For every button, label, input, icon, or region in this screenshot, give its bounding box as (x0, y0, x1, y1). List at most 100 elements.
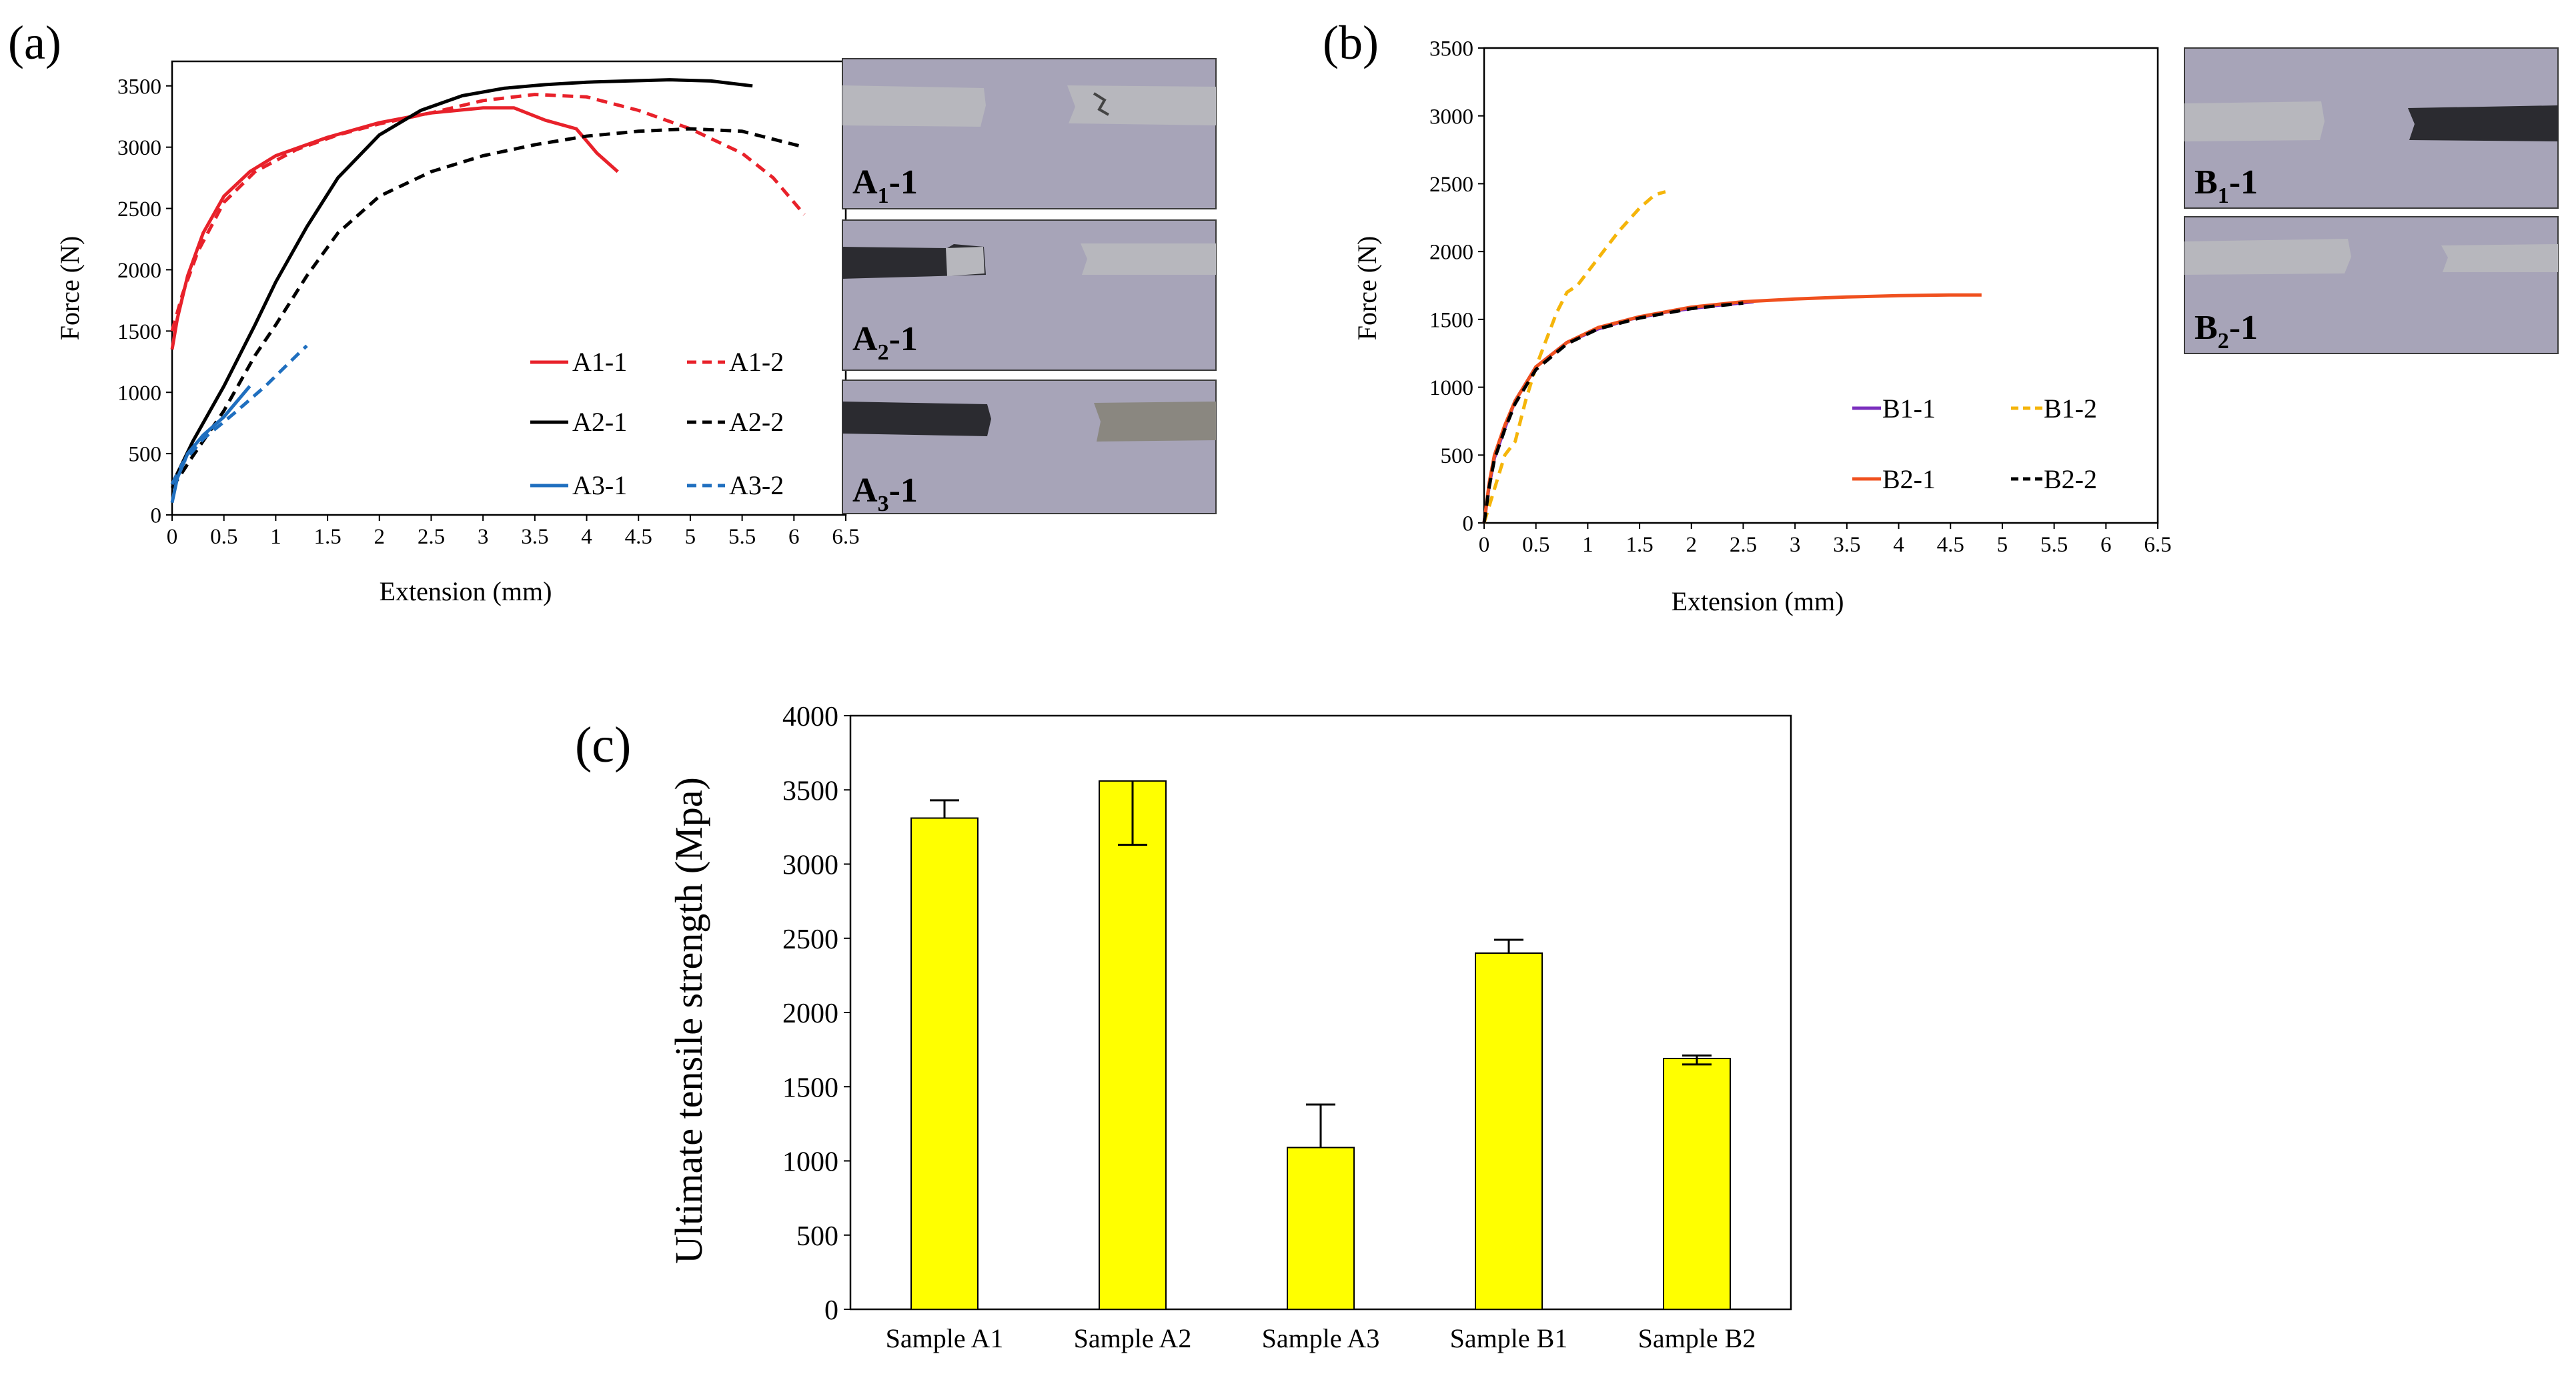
svg-text:A2-1: A2-1 (572, 407, 627, 437)
panel-a-x-axis-label: Extension (mm) (380, 576, 552, 606)
legend-item-a1-1: A1-1 (530, 347, 627, 377)
panel-a-y-tick-label: 1000 (117, 382, 161, 406)
photo-b2-1-label: B2-1 (2194, 309, 2258, 354)
panel-c-y-tick-label: 4000 (782, 702, 838, 732)
panel-b: (b) 0 0.5 1 1.5 2 2.5 3 3.5 4 4.5 5 5.5 6 6.5 0 500 100… (1323, 16, 2559, 616)
panel-b-series (1482, 190, 1982, 524)
panel-b-x-tick-label: 6.5 (2144, 533, 2171, 557)
series-line-a2-2 (170, 127, 805, 489)
panel-b-x-tick-label: 2 (1686, 533, 1698, 557)
series-line-b1-1 (1482, 299, 1754, 524)
panel-a-x-tick-label: 2.5 (418, 525, 445, 549)
panel-b-label: (b) (1323, 16, 1379, 69)
legend-item-a2-2: A2-2 (687, 407, 784, 437)
bar-sample-b1 (1475, 952, 1543, 1310)
panel-a-y-tick-label: 2000 (117, 259, 161, 283)
bar-sample-a1 (910, 817, 979, 1310)
panel-b-y-axis-label: Force (N) (1352, 236, 1382, 341)
photo-b1-1-label: B1-1 (2194, 163, 2258, 208)
panel-b-x-ticks: 0 0.5 1 1.5 2 2.5 3 3.5 4 4.5 5 5.5 6 6.5 (1479, 523, 2172, 557)
svg-text:A1-2: A1-2 (729, 347, 784, 377)
panel-a-x-tick-label: 5 (685, 525, 696, 549)
panel-b-plot-frame (1483, 47, 2159, 524)
photo-a2-1-label: A2-1 (852, 320, 918, 365)
panel-b-x-tick-label: 0 (1479, 533, 1490, 557)
svg-text:B1-2: B1-2 (2044, 394, 2097, 424)
legend-item-b1-1: B1-1 (1852, 394, 1936, 424)
panel-c-y-tick-label: 2500 (782, 924, 838, 955)
svg-text:B2-1: B2-1 (1882, 464, 1936, 494)
svg-text:A1-1: A1-1 (572, 347, 627, 377)
photo-a3-1: A3-1 (842, 380, 1217, 516)
photo-b1-1: B1-1 (2184, 47, 2559, 209)
series-line-a3-1 (170, 385, 251, 504)
bar-sample-a2 (1099, 780, 1167, 1310)
panel-b-x-tick-label: 0.5 (1522, 533, 1549, 557)
panel-a-y-tick-label: 2500 (117, 197, 161, 221)
legend-item-a2-1: A2-1 (530, 407, 627, 437)
panel-b-x-tick-label: 3.5 (1833, 533, 1860, 557)
svg-text:A3-2: A3-2 (729, 470, 784, 500)
panel-a-x-tick-label: 3.5 (521, 525, 548, 549)
legend-item-b2-2: B2-2 (2011, 464, 2097, 494)
panel-a-x-tick-label: 4 (581, 525, 592, 549)
panel-c-x-tick-label: Sample B2 (1638, 1323, 1756, 1353)
panel-c-y-tick-label: 0 (824, 1295, 838, 1326)
panel-b-x-tick-label: 1.5 (1626, 533, 1653, 557)
panel-a-y-ticks: 0 500 1000 1500 2000 2500 3000 3500 (117, 75, 172, 528)
panel-c-label: (c) (575, 717, 631, 773)
panel-b-y-tick-label: 3500 (1429, 37, 1473, 61)
panel-a-y-axis-label: Force (N) (55, 236, 85, 341)
series-line-a3-2 (170, 344, 308, 486)
panel-a-y-tick-label: 3500 (117, 75, 161, 99)
panel-a-x-tick-label: 1 (270, 525, 281, 549)
panel-c-y-ticks: 0 500 1000 1500 2000 2500 3000 3500 4000 (782, 702, 850, 1326)
panel-a-label: (a) (8, 16, 61, 69)
panel-c-x-tick-label: Sample A2 (1074, 1323, 1192, 1353)
panel-a-y-tick-label: 500 (129, 443, 162, 467)
panel-c-y-tick-label: 500 (796, 1221, 838, 1252)
panel-c-y-axis-label: Ultimate tensile strength (Mpa) (667, 777, 710, 1264)
photo-a1-1: A1-1 (842, 58, 1217, 209)
photo-a1-1-label: A1-1 (852, 163, 918, 208)
panel-c-y-tick-label: 3500 (782, 776, 838, 806)
panel-a-x-tick-label: 0.5 (210, 525, 237, 549)
panel-a-x-tick-label: 2 (374, 525, 386, 549)
panel-a-x-ticks: 0 0.5 1 1.5 2 2.5 3 3.5 4 4.5 5 5.5 6 6.5 (167, 515, 860, 549)
panel-a-x-tick-label: 5.5 (728, 525, 756, 549)
panel-a-x-tick-label: 0 (167, 525, 178, 549)
series-line-a1-2 (170, 93, 806, 331)
panel-b-x-axis-label: Extension (mm) (1672, 586, 1844, 616)
legend-item-a3-2: A3-2 (687, 470, 784, 500)
photo-b2-1: B2-1 (2184, 216, 2559, 354)
panel-a-x-tick-label: 4.5 (625, 525, 652, 549)
series-line-b2-2 (1482, 301, 1744, 524)
panel-a: (a) 0 0.5 1 1.5 2 2.5 3 3.5 4 4.5 5 5.5 6 6.5 0 500 100… (8, 16, 1217, 606)
svg-text:A2-2: A2-2 (729, 407, 784, 437)
panel-a-y-tick-label: 0 (151, 504, 162, 528)
panel-c-y-tick-label: 2000 (782, 998, 838, 1029)
panel-a-x-tick-label: 3 (478, 525, 489, 549)
panel-b-y-tick-label: 2000 (1429, 241, 1473, 265)
panel-c-y-tick-label: 1000 (782, 1147, 838, 1178)
bar-sample-a3 (1287, 1147, 1355, 1310)
panel-c-bars: Sample A1 Sample A2 Sample A3 Sample B1 Samp… (886, 780, 1756, 1353)
panel-b-x-tick-label: 4.5 (1937, 533, 1964, 557)
panel-b-y-ticks: 0 500 1000 1500 2000 2500 3000 3500 (1429, 37, 1484, 536)
panel-b-x-tick-label: 3 (1790, 533, 1801, 557)
panel-b-y-tick-label: 1500 (1429, 308, 1473, 332)
panel-b-x-tick-label: 2.5 (1730, 533, 1757, 557)
panel-b-x-tick-label: 1 (1582, 533, 1593, 557)
series-line-a2-1 (170, 78, 753, 486)
panel-a-y-tick-label: 1500 (117, 320, 161, 344)
svg-text:B1-1: B1-1 (1882, 394, 1936, 424)
panel-c-x-tick-label: Sample A3 (1262, 1323, 1380, 1353)
svg-text:A3-1: A3-1 (572, 470, 627, 500)
panel-b-y-tick-label: 3000 (1429, 105, 1473, 129)
panel-a-x-tick-label: 6 (788, 525, 800, 549)
legend-item-a1-2: A1-2 (687, 347, 784, 377)
panel-c-x-tick-label: Sample A1 (886, 1323, 1004, 1353)
svg-text:B2-2: B2-2 (2044, 464, 2097, 494)
legend-item-b1-2: B1-2 (2011, 394, 2097, 424)
panel-c-y-tick-label: 1500 (782, 1073, 838, 1103)
